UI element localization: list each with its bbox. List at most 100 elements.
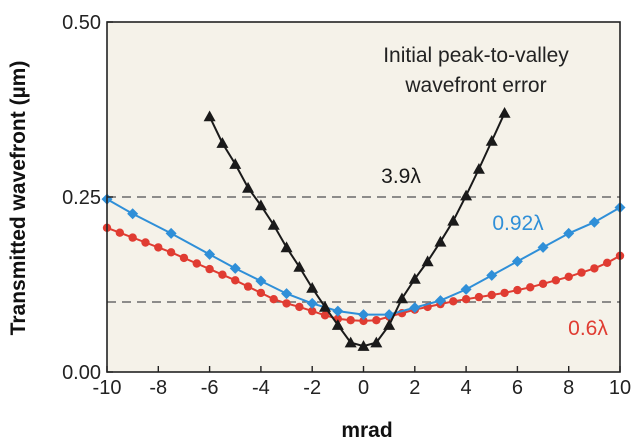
data-point — [409, 302, 421, 314]
y-tick-label: 0.50 — [62, 12, 101, 34]
data-point — [449, 297, 458, 306]
data-point — [511, 255, 523, 267]
x-tick-label: -8 — [149, 377, 167, 399]
data-point — [204, 248, 216, 260]
data-point — [421, 255, 434, 267]
annotation-line-2: wavefront error — [404, 74, 546, 97]
data-point — [486, 269, 498, 281]
data-point — [474, 292, 484, 302]
data-point — [460, 283, 472, 295]
data-point — [344, 336, 357, 348]
data-point — [577, 268, 586, 277]
x-tick-label: 8 — [563, 377, 574, 399]
data-point — [434, 295, 446, 307]
data-point — [498, 107, 511, 118]
axis-ticks: -10 -8 -6 -4 -2 0 2 4 6 8 10 0.00 0.25 0.50 — [62, 12, 631, 399]
data-point — [295, 302, 304, 312]
x-tick-label: 10 — [609, 377, 631, 399]
y-tick-label: 0.00 — [62, 362, 101, 384]
x-tick-label: 6 — [512, 377, 523, 399]
series-2 — [102, 223, 625, 326]
data-point — [372, 316, 381, 325]
data-point — [282, 299, 291, 308]
y-axis-title: Transmitted wavefront (µm) — [7, 61, 30, 336]
data-point — [526, 283, 535, 292]
data-point — [434, 235, 447, 247]
data-point — [447, 214, 460, 226]
series-line — [208, 112, 506, 348]
data-point — [357, 340, 370, 351]
data-point — [281, 288, 293, 300]
series-label-0-6-lambda: 0.6λ — [568, 317, 608, 340]
data-point — [487, 290, 496, 300]
data-point — [320, 311, 330, 320]
data-point — [141, 238, 150, 247]
x-tick-label: -4 — [252, 377, 270, 399]
data-point — [590, 264, 599, 273]
series-label-3-9-lambda: 3.9λ — [381, 165, 421, 188]
data-point — [551, 276, 561, 285]
reference-lines — [107, 196, 620, 303]
data-point — [218, 270, 227, 279]
data-point — [513, 285, 522, 295]
data-point — [588, 216, 600, 228]
data-point — [564, 272, 573, 281]
data-point — [254, 199, 267, 211]
x-tick-label: 0 — [358, 377, 369, 399]
data-point — [243, 282, 253, 291]
data-point — [500, 288, 509, 298]
data-point — [308, 306, 317, 316]
data-point — [205, 264, 214, 274]
data-point — [359, 316, 368, 326]
data-point — [128, 233, 137, 242]
data-point — [165, 227, 177, 239]
series-0 — [203, 107, 511, 351]
data-point — [563, 227, 575, 239]
series-line — [106, 198, 621, 316]
data-point — [267, 219, 280, 230]
annotation-line-1: Initial peak-to-valley — [383, 44, 569, 67]
data-point — [179, 253, 189, 263]
data-point — [346, 316, 355, 325]
x-tick-label: -6 — [201, 377, 219, 399]
data-point — [370, 336, 383, 348]
data-point — [231, 276, 240, 285]
data-point — [537, 241, 549, 253]
data-point — [166, 248, 176, 257]
data-point — [293, 261, 306, 272]
data-point — [319, 300, 332, 312]
data-point — [229, 158, 242, 169]
data-point — [538, 279, 548, 288]
data-point — [269, 295, 278, 304]
data-point — [203, 110, 216, 122]
data-point — [602, 258, 612, 267]
data-point — [127, 208, 139, 220]
x-tick-label: -10 — [93, 377, 122, 399]
data-point — [332, 305, 344, 317]
series-label-0-92-lambda: 0.92λ — [492, 212, 544, 235]
data-point — [115, 228, 125, 237]
data-point — [154, 243, 163, 252]
data-point — [485, 135, 498, 146]
data-point — [256, 288, 266, 298]
x-tick-label: 2 — [409, 377, 420, 399]
data-point — [216, 137, 229, 148]
data-point — [395, 292, 408, 304]
data-point — [383, 319, 396, 330]
x-tick-label: -2 — [303, 377, 321, 399]
data-point — [306, 297, 318, 309]
series-1 — [101, 193, 626, 321]
series-layer — [101, 107, 626, 351]
data-point — [306, 282, 319, 293]
data-point — [192, 259, 201, 268]
data-point — [280, 241, 293, 253]
y-tick-label: 0.25 — [62, 187, 101, 209]
data-point — [461, 295, 471, 304]
data-point — [331, 319, 344, 330]
data-point — [358, 309, 369, 321]
data-point — [408, 272, 421, 284]
x-tick-label: 4 — [461, 377, 472, 399]
data-point — [255, 275, 267, 287]
x-axis-title: mrad — [341, 419, 392, 442]
